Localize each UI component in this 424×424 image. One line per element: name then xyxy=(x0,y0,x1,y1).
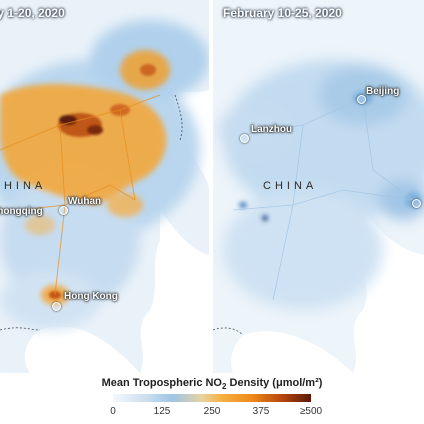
country-label-china-right: CHINA xyxy=(263,180,318,192)
legend-tick-500: ≥500 xyxy=(299,406,323,417)
map-february xyxy=(213,0,424,373)
country-label-china-left: CHINA xyxy=(0,180,47,192)
city-label-beijing: Beijing xyxy=(366,86,400,97)
city-marker-beijing xyxy=(357,95,366,104)
legend-title-subscript: 2 xyxy=(222,382,227,392)
map-panel-january: January 1-20, 2020 CHINA Chongqing Wuhan… xyxy=(0,0,209,373)
city-marker-lanzhou xyxy=(240,134,249,143)
sea-south xyxy=(24,326,140,373)
city-marker-shanghai xyxy=(412,199,421,208)
date-label-january: January 1-20, 2020 xyxy=(0,6,65,20)
sea-south xyxy=(231,331,353,373)
legend-tick-250: 250 xyxy=(203,406,221,417)
city-marker-wuhan xyxy=(59,206,68,215)
borders xyxy=(0,94,183,331)
city-label-hong-kong: Hong Kong xyxy=(64,291,118,302)
legend: Mean Tropospheric NO2 Density (μmol/m²) … xyxy=(0,373,424,424)
map-january xyxy=(0,0,209,373)
legend-color-bar xyxy=(113,394,311,402)
road-network xyxy=(232,97,414,301)
road-network xyxy=(0,94,161,296)
map-panel-february: February 10-25, 2020 Beijing Lanzhou CHI… xyxy=(213,0,424,373)
panel-divider xyxy=(209,0,213,373)
legend-tick-125: 125 xyxy=(153,406,171,417)
legend-tick-0: 0 xyxy=(110,406,116,417)
legend-title: Mean Tropospheric NO2 Density (μmol/m²) xyxy=(0,377,424,391)
borders xyxy=(213,327,244,336)
sea-yellow xyxy=(150,90,209,190)
no2-high-core xyxy=(49,64,156,299)
city-marker-hong-kong xyxy=(52,302,61,311)
legend-tick-375: 375 xyxy=(252,406,270,417)
city-label-chongqing: Chongqing xyxy=(0,206,43,217)
date-label-february: February 10-25, 2020 xyxy=(223,6,342,20)
legend-title-prefix: Mean Tropospheric NO xyxy=(101,377,222,389)
city-label-lanzhou: Lanzhou xyxy=(251,124,293,135)
sea-east xyxy=(140,210,209,373)
city-label-wuhan: Wuhan xyxy=(68,196,102,207)
legend-title-suffix: Density (μmol/m²) xyxy=(226,377,323,389)
